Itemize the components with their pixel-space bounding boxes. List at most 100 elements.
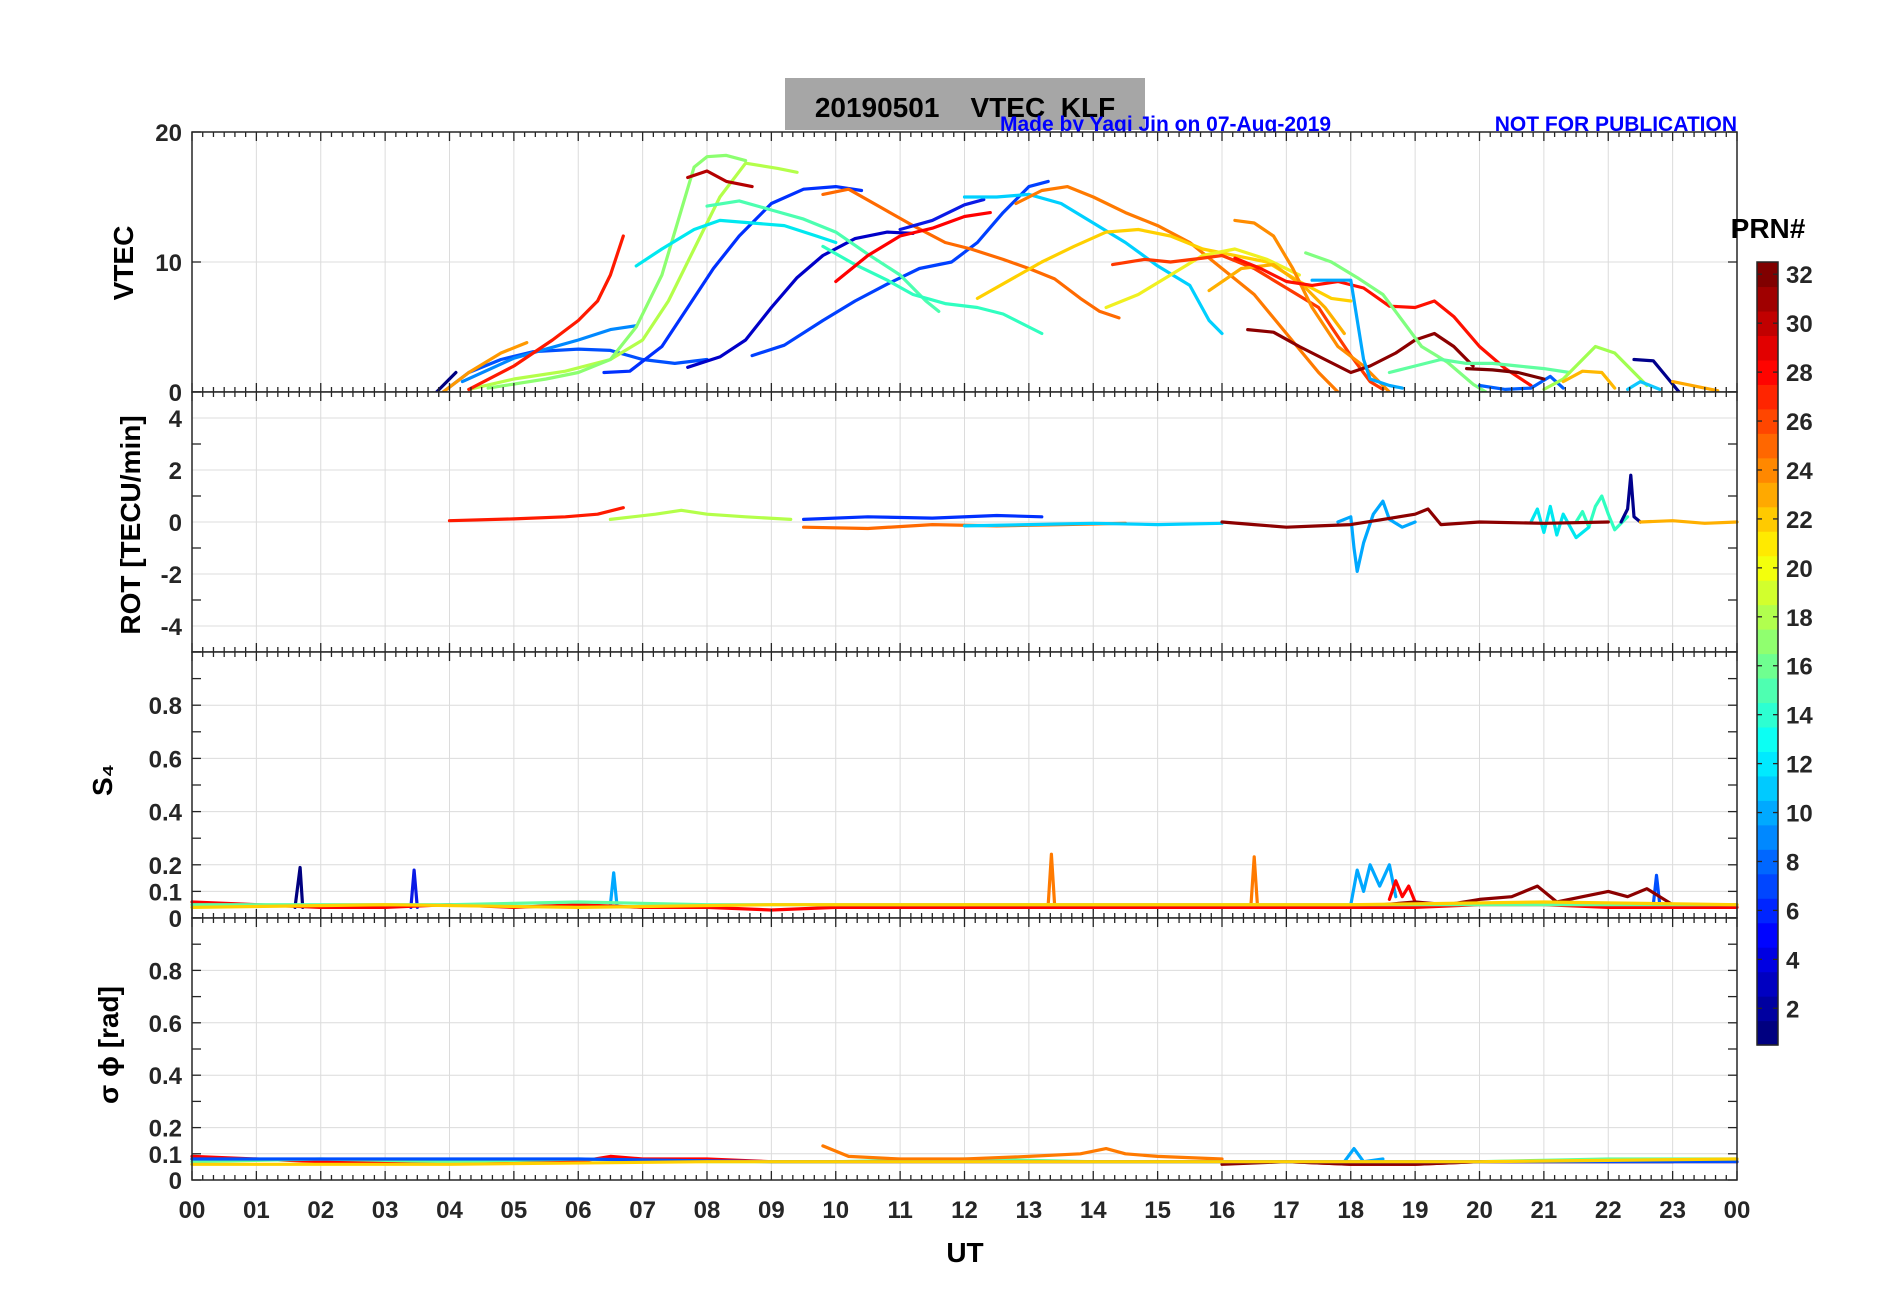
series-line-prn-24 [1046, 852, 1057, 907]
x-tick-label: 20 [1466, 1197, 1493, 1224]
colorbar-segment [1757, 384, 1778, 410]
x-tick-label: 09 [758, 1197, 785, 1224]
series-line-prn-32 [1465, 367, 1546, 381]
colorbar-tick-label: 14 [1786, 703, 1813, 730]
series-line-prn-4 [686, 230, 915, 369]
colorbar-tick-label: 24 [1786, 458, 1813, 485]
series-line-prn-14 [1387, 357, 1572, 375]
colorbar-segment [1757, 922, 1778, 948]
series-line-prn-23 [441, 341, 529, 394]
series-line-prn-1 [435, 370, 458, 394]
series-line-prn-13 [821, 244, 1044, 336]
colorbar-segment [1757, 629, 1778, 655]
series-line-prn-10 [608, 871, 619, 907]
y-tick-label: -4 [161, 614, 183, 641]
colorbar-tick-label: 12 [1786, 752, 1813, 779]
y-tick-label: 2 [169, 458, 182, 485]
colorbar-tick-label: 4 [1786, 947, 1800, 974]
colorbar-segment [1757, 457, 1778, 483]
series-line-prn-18 [608, 508, 793, 521]
y-tick-label: 0.4 [149, 1063, 183, 1090]
x-tick-label: 01 [243, 1197, 270, 1224]
x-tick-label: 05 [501, 1197, 528, 1224]
y-label-s4: S₄ [87, 764, 118, 796]
notice-text: NOT FOR PUBLICATION [1495, 113, 1737, 136]
series-line-prn-31 [1220, 507, 1610, 529]
x-tick-label: 18 [1337, 1197, 1364, 1224]
y-tick-label: 0.8 [149, 958, 182, 985]
y-tick-label: -2 [161, 562, 182, 589]
series-line-prn-28 [834, 211, 992, 284]
colorbar-tick-label: 6 [1786, 898, 1799, 925]
y-tick-label: 0.6 [149, 746, 182, 773]
series-line-prn-12 [634, 218, 838, 268]
colorbar-tick-label: 20 [1786, 556, 1813, 583]
x-tick-label: 10 [822, 1197, 849, 1224]
colorbar-frame [1756, 261, 1779, 1046]
series-line-prn-17 [486, 153, 748, 390]
y-label-sigma: σ ϕ [rad] [93, 986, 124, 1104]
credit-text: Made by Yaqi Jin on 07-Aug-2019 [1000, 113, 1331, 136]
series-line-prn-25 [821, 187, 1121, 320]
series-line-prn-27 [447, 506, 625, 523]
x-tick-label: 11 [887, 1197, 912, 1224]
x-tick-label: 02 [307, 1197, 334, 1224]
x-tick-label: 03 [372, 1197, 399, 1224]
series-line-prn-9 [460, 324, 638, 384]
colorbar-segment [1757, 359, 1778, 385]
colorbar-segment [1757, 824, 1778, 850]
colorbar-tick-label: 30 [1786, 311, 1813, 338]
panel-vtec: 0 10 20 [155, 120, 1738, 407]
colorbar-segment [1757, 408, 1778, 434]
series-line-prn-24 [821, 1144, 1224, 1161]
x-tick-label: 06 [565, 1197, 592, 1224]
title-box [785, 78, 1145, 130]
y-tick-label: 0 [169, 510, 182, 537]
series-line-prn-11 [1626, 380, 1662, 391]
series-line-prn-6 [602, 185, 864, 375]
colorbar-segment [1757, 873, 1778, 899]
series-line-prn-13 [1574, 494, 1630, 532]
colorbar-segment [1757, 531, 1778, 557]
series-line-prn-6 [802, 513, 1044, 521]
chart-title: 20190501 VTEC KLF [815, 92, 1115, 123]
series-line-prn-16 [1304, 251, 1488, 394]
colorbar-segment [1757, 800, 1778, 826]
y-label-rot: ROT [TECU/min] [115, 415, 146, 634]
series-line-prn-10 [1336, 499, 1417, 573]
x-tick-label: 00 [179, 1197, 206, 1224]
colorbar-segment [1757, 555, 1778, 581]
colorbar-segment [1757, 775, 1778, 801]
series-line-prn-2 [1619, 473, 1642, 524]
x-tick-label: 22 [1595, 1197, 1622, 1224]
colorbar-segment [1757, 947, 1778, 973]
series-line-prn-24 [1014, 185, 1340, 394]
series-line-prn-30 [686, 169, 754, 189]
x-tick-label: 15 [1144, 1197, 1171, 1224]
colorbar-segment [1757, 898, 1778, 924]
colorbar-segment [1757, 751, 1778, 777]
colorbar-segment [1757, 726, 1778, 752]
colorbar-tick-label: 22 [1786, 507, 1813, 534]
series-line-prn-21 [190, 900, 1739, 909]
x-tick-label: 08 [694, 1197, 721, 1224]
colorbar-segment [1757, 604, 1778, 630]
colorbar-segment [1757, 506, 1778, 532]
series-line-prn-23 [1233, 218, 1391, 394]
colorbar-segment [1757, 580, 1778, 606]
y-tick-label: 0.6 [149, 1011, 182, 1038]
series-line-prn-10 [1349, 863, 1398, 907]
x-axis-ticks: 00 01 02 03 04 05 06 07 08 09 10 11 12 13 14 15 16 17 18 19… [179, 1197, 1751, 1224]
x-tick-label: 17 [1273, 1197, 1300, 1224]
series-line-prn-7 [441, 347, 709, 394]
panel-sigma: 00.10.2 0.4 0.6 0.8 [149, 917, 1739, 1195]
colorbar-segment [1757, 286, 1778, 312]
x-tick-label: 12 [951, 1197, 978, 1224]
series-line-prn-11 [962, 521, 1224, 528]
x-tick-label: 21 [1531, 1197, 1558, 1224]
series-line-prn-3 [409, 868, 419, 909]
series-line-prn-18 [467, 161, 799, 391]
series-line-prn-5 [750, 179, 1050, 358]
